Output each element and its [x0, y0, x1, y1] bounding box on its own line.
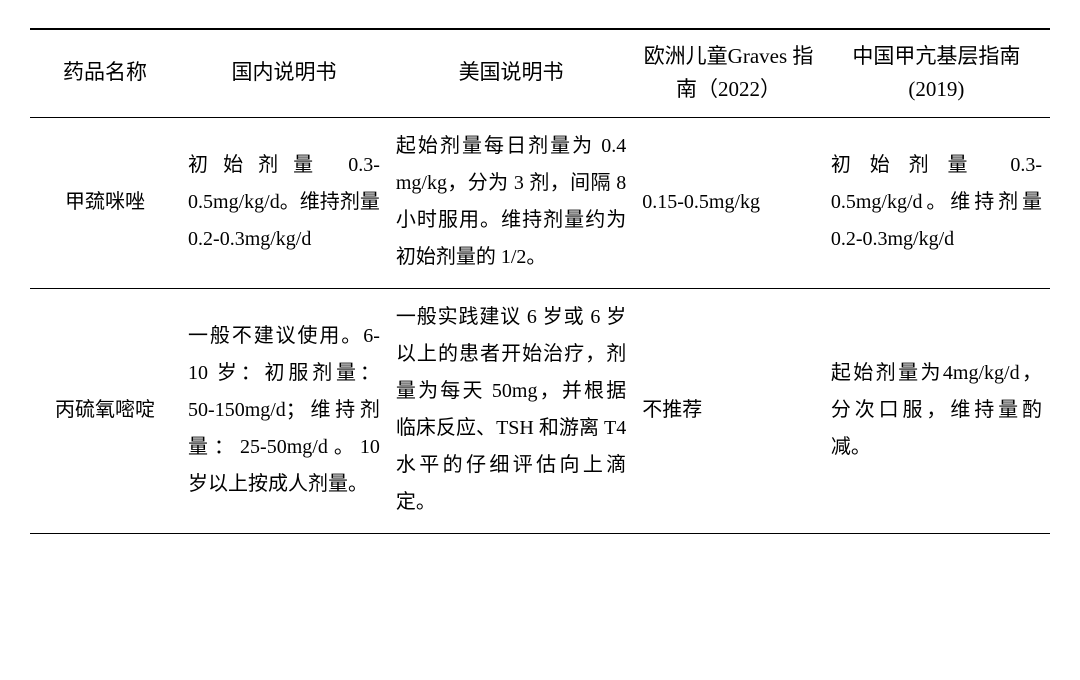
- col-header-us-label: 美国说明书: [388, 29, 634, 118]
- cell-china-guideline: 初始剂量 0.3-0.5mg/kg/d。维持剂量 0.2-0.3mg/kg/d: [823, 118, 1050, 289]
- table-row: 丙硫氧嘧啶 一般不建议使用。6-10 岁：初服剂量： 50-150mg/d；维持…: [30, 289, 1050, 534]
- col-header-drug-name: 药品名称: [30, 29, 180, 118]
- cell-eu-guideline: 0.15-0.5mg/kg: [634, 118, 823, 289]
- cell-us-label: 一般实践建议 6 岁或 6 岁以上的患者开始治疗，剂量为每天 50mg，并根据临…: [388, 289, 634, 534]
- cell-domestic-label: 一般不建议使用。6-10 岁：初服剂量： 50-150mg/d；维持剂量：25-…: [180, 289, 388, 534]
- table-header-row: 药品名称 国内说明书 美国说明书 欧洲儿童Graves 指南（2022） 中国甲…: [30, 29, 1050, 118]
- cell-domestic-label: 初始剂量 0.3-0.5mg/kg/d。维持剂量 0.2-0.3mg/kg/d: [180, 118, 388, 289]
- cell-drug-name: 甲巯咪唑: [30, 118, 180, 289]
- cell-us-label: 起始剂量每日剂量为 0.4 mg/kg，分为 3 剂，间隔 8 小时服用。维持剂…: [388, 118, 634, 289]
- col-header-domestic-label: 国内说明书: [180, 29, 388, 118]
- cell-drug-name: 丙硫氧嘧啶: [30, 289, 180, 534]
- col-header-eu-guideline: 欧洲儿童Graves 指南（2022）: [634, 29, 823, 118]
- drug-dosage-table: 药品名称 国内说明书 美国说明书 欧洲儿童Graves 指南（2022） 中国甲…: [30, 28, 1050, 534]
- cell-eu-guideline: 不推荐: [634, 289, 823, 534]
- cell-china-guideline: 起始剂量为4mg/kg/d，分次口服，维持量酌减。: [823, 289, 1050, 534]
- col-header-china-guideline: 中国甲亢基层指南(2019): [823, 29, 1050, 118]
- table-row: 甲巯咪唑 初始剂量 0.3-0.5mg/kg/d。维持剂量 0.2-0.3mg/…: [30, 118, 1050, 289]
